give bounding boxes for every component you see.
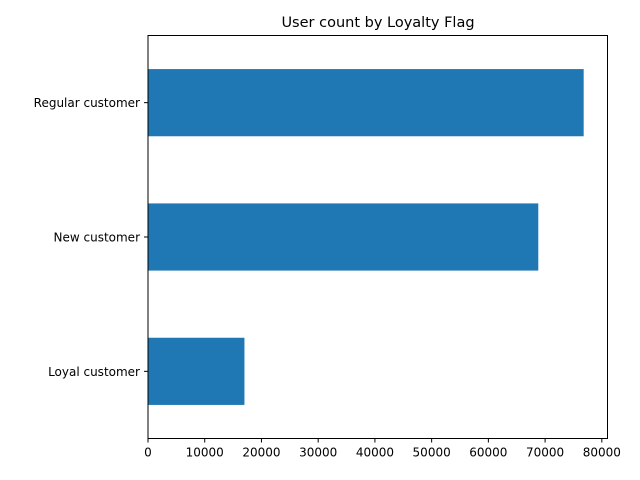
y-tick-label: Loyal customer bbox=[48, 365, 140, 379]
y-axis-ticks: Loyal customer New customer Regular custom… bbox=[34, 96, 148, 379]
chart-title: User count by Loyalty Flag bbox=[281, 15, 474, 31]
bars-group bbox=[148, 69, 584, 405]
bar-regular-customer bbox=[148, 69, 584, 137]
bar-loyal-customer bbox=[148, 337, 245, 405]
x-tick-label: 20000 bbox=[242, 446, 280, 460]
x-tick-label: 30000 bbox=[299, 446, 337, 460]
x-tick-label: 10000 bbox=[186, 446, 224, 460]
x-tick-label: 70000 bbox=[526, 446, 564, 460]
x-tick-label: 60000 bbox=[469, 446, 507, 460]
x-tick-label: 0 bbox=[144, 446, 152, 460]
x-tick-label: 50000 bbox=[413, 446, 451, 460]
y-tick-label: Regular customer bbox=[34, 96, 140, 110]
x-tick-label: 80000 bbox=[583, 446, 621, 460]
bar-new-customer bbox=[148, 203, 539, 271]
x-tick-label: 40000 bbox=[356, 446, 394, 460]
plot-frame bbox=[147, 35, 608, 439]
x-axis-ticks: 0 10000 20000 30000 40000 50000 60000 70000 8000… bbox=[144, 438, 621, 460]
y-tick-label: New customer bbox=[54, 231, 141, 245]
